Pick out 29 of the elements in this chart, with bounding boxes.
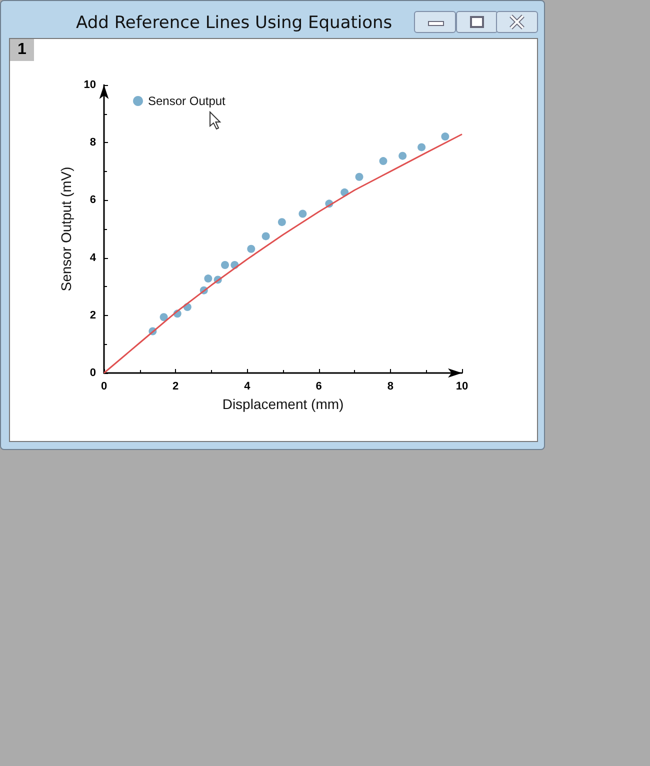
y-tick-label: 8 <box>90 136 96 149</box>
point <box>298 210 307 218</box>
y-axis-title: Sensor Output (mV) <box>58 166 74 292</box>
x-tick-label: 0 <box>100 380 108 392</box>
x-tick-label: 6 <box>316 380 322 392</box>
y-tick-label: 4 <box>90 252 97 264</box>
point <box>221 261 230 269</box>
y-tick-label: 0 <box>90 367 96 379</box>
point <box>278 218 286 226</box>
legend-label: Sensor Output <box>148 94 226 108</box>
point <box>418 143 426 152</box>
point <box>441 132 450 141</box>
point <box>204 274 212 283</box>
text: 1 <box>10 39 34 61</box>
x-tick-label: 10 <box>456 380 468 392</box>
chart-title: Add Reference Lines Using Equations <box>76 13 392 33</box>
point <box>262 232 270 240</box>
point <box>160 313 168 322</box>
x-tick-label: 2 <box>172 380 179 392</box>
y-tick-label: 6 <box>90 194 96 206</box>
point <box>398 152 407 160</box>
point <box>379 157 388 166</box>
point <box>355 172 364 181</box>
x-tick-label: 4 <box>244 380 252 392</box>
x-tick-label: 8 <box>387 380 394 392</box>
y-tick-label: 10 <box>84 79 96 91</box>
y-tick-label: 2 <box>90 309 96 322</box>
point <box>247 244 256 253</box>
x-axis-title: Displacement (mm) <box>222 396 344 412</box>
